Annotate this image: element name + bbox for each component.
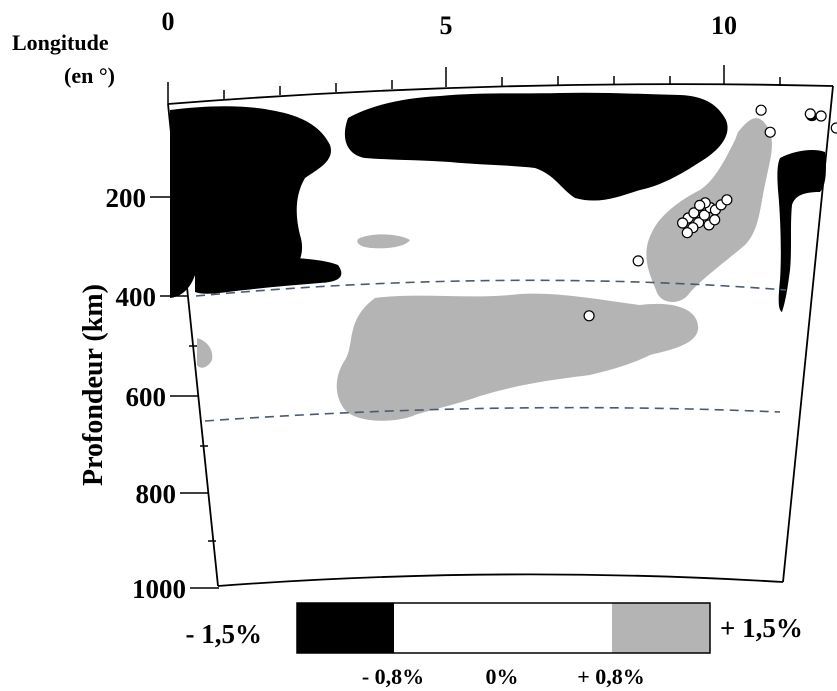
y-tick-label-200: 200: [106, 183, 147, 213]
event-marker: [721, 194, 733, 206]
event-marker: [694, 199, 706, 211]
negative-anomalies: [170, 92, 826, 312]
event-marker: [815, 110, 827, 122]
y-tick-label-1000: 1000: [132, 574, 186, 604]
colorscale-tick-pos: + 0,8%: [577, 664, 645, 689]
y-tick-label-600: 600: [126, 382, 167, 412]
event-marker: [676, 217, 689, 229]
right-edge: [782, 85, 834, 583]
colorscale-max-label: + 1,5%: [720, 613, 803, 643]
bottom-arc: [217, 573, 784, 587]
y-tick-label-400: 400: [116, 282, 157, 312]
colorscale-tick-zero: 0%: [486, 664, 519, 689]
top-ticks: [167, 65, 781, 104]
event-marker: [583, 310, 595, 322]
colorscale-min-label: - 1,5%: [186, 619, 263, 649]
event-marker: [764, 126, 776, 138]
colorscale-bin-positive: [612, 603, 710, 653]
event-marker: [830, 122, 837, 134]
colorscale-border: [296, 602, 711, 654]
events-group: [583, 104, 837, 322]
y-axis-label: Profondeur (km): [78, 284, 109, 486]
positive-anomaly-deep: [336, 293, 699, 421]
colorscale-bin-neutral: [394, 603, 612, 653]
negative-anomaly-left: [170, 106, 331, 298]
positive-anomaly-small: [357, 234, 410, 249]
x-tick-label-10: 10: [711, 11, 737, 40]
event-marker: [681, 227, 693, 239]
x-tick-label-0: 0: [162, 7, 175, 36]
event-marker: [709, 214, 721, 226]
event-marker: [804, 108, 816, 120]
discontinuities: [195, 279, 787, 422]
x-axis-label-line2: (en °): [64, 63, 115, 88]
left-ticks: [150, 196, 219, 589]
x-tick-label-5: 5: [440, 11, 453, 40]
colorscale: - 1,5% + 1,5% - 0,8% 0% + 0,8%: [186, 602, 803, 689]
positive-anomaly-left-edge: [197, 338, 213, 368]
colorscale-tick-neg: - 0,8%: [362, 664, 424, 689]
y-tick-label-800: 800: [136, 479, 177, 509]
negative-anomaly-left-lower: [195, 252, 342, 294]
event-marker: [755, 104, 767, 116]
colorscale-bin-negative: [297, 603, 394, 653]
left-edge: [167, 103, 219, 587]
negative-anomaly-right: [777, 150, 826, 312]
discontinuity-650: [204, 406, 781, 422]
frame-lines: [167, 83, 834, 587]
negative-anomaly-center: [344, 92, 728, 201]
discontinuity-400: [195, 279, 787, 297]
event-marker: [698, 209, 711, 221]
x-axis-label-line1: Longitude: [12, 30, 109, 55]
event-marker: [632, 255, 644, 267]
event-marker: [688, 207, 700, 219]
top-arc: [167, 83, 834, 105]
